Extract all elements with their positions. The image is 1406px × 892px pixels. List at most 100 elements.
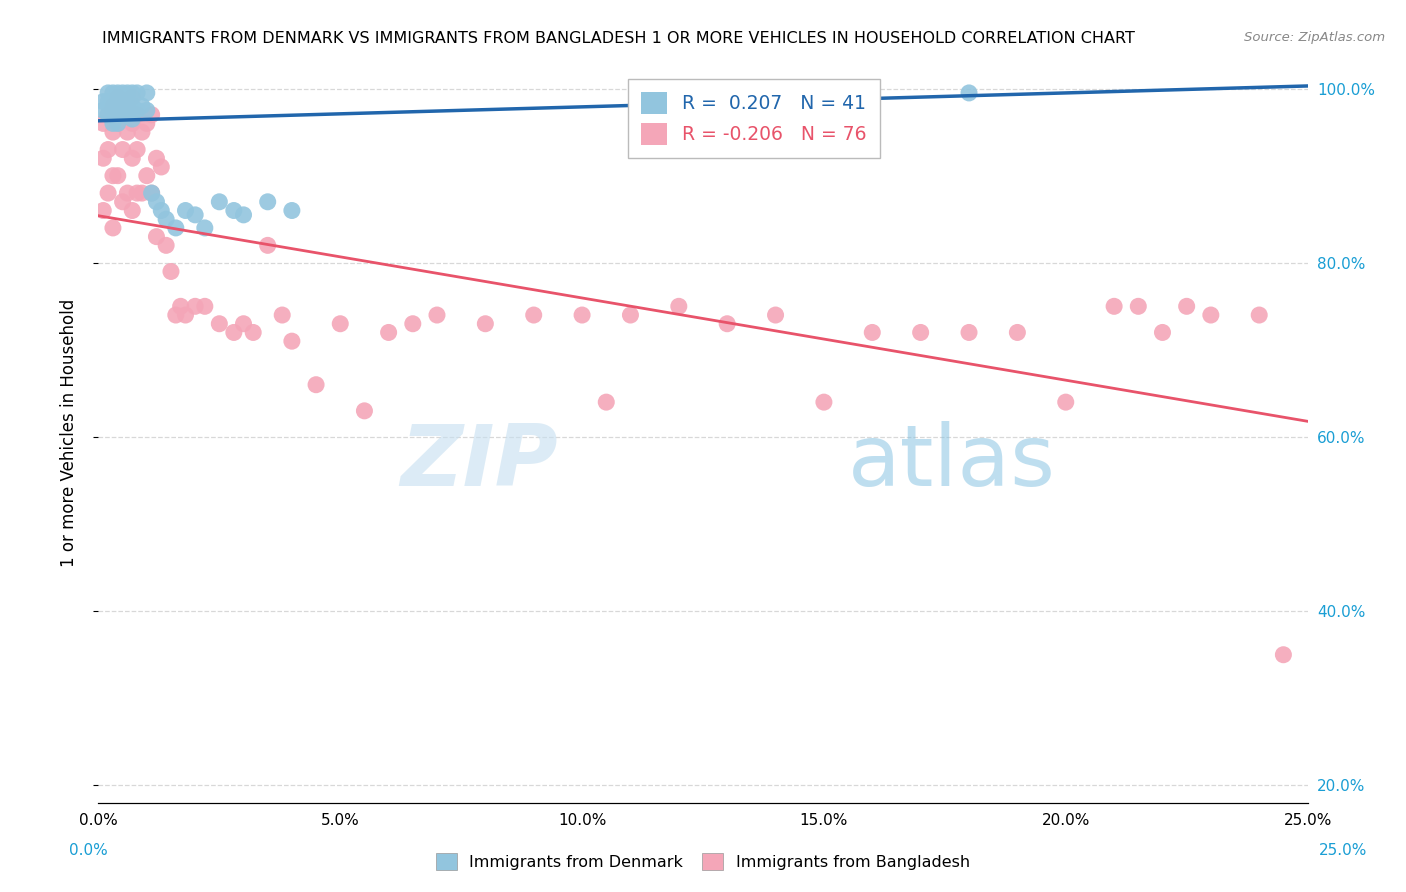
Point xyxy=(1152,326,1174,340)
Point xyxy=(1007,326,1029,340)
Point xyxy=(160,264,183,278)
Point xyxy=(97,186,120,200)
Point xyxy=(121,203,143,218)
Point xyxy=(474,317,496,331)
Point xyxy=(860,326,883,340)
Point xyxy=(329,317,352,331)
Point xyxy=(91,116,114,130)
Point xyxy=(619,308,641,322)
Point xyxy=(402,317,425,331)
Y-axis label: 1 or more Vehicles in Household: 1 or more Vehicles in Household xyxy=(59,299,77,566)
Point xyxy=(194,299,217,313)
Point xyxy=(107,169,129,183)
Point xyxy=(127,186,149,200)
Point xyxy=(111,143,134,157)
Point xyxy=(145,194,167,209)
Point xyxy=(121,99,143,113)
Point xyxy=(117,99,139,113)
Point xyxy=(135,116,157,130)
Point xyxy=(127,108,149,122)
Point xyxy=(91,151,114,165)
Point xyxy=(91,103,114,118)
Point xyxy=(111,95,134,109)
Point xyxy=(111,108,134,122)
Point xyxy=(957,86,980,100)
Point xyxy=(1272,648,1295,662)
Point xyxy=(101,99,124,113)
Point xyxy=(169,299,191,313)
Point xyxy=(141,186,163,200)
Point xyxy=(111,108,134,122)
Point xyxy=(121,112,143,126)
Point xyxy=(111,194,134,209)
Point xyxy=(957,326,980,340)
Point xyxy=(101,103,124,118)
Legend: Immigrants from Denmark, Immigrants from Bangladesh: Immigrants from Denmark, Immigrants from… xyxy=(429,847,977,877)
Point xyxy=(135,86,157,100)
Point xyxy=(165,308,187,322)
Point xyxy=(194,221,217,235)
Point xyxy=(232,208,254,222)
Point xyxy=(150,203,173,218)
Point xyxy=(242,326,264,340)
Point xyxy=(121,116,143,130)
Point xyxy=(256,194,278,209)
Point xyxy=(97,95,120,109)
Text: 0.0%: 0.0% xyxy=(69,843,108,857)
Point xyxy=(174,308,197,322)
Point xyxy=(127,143,149,157)
Point xyxy=(377,326,399,340)
Point xyxy=(97,86,120,100)
Point xyxy=(910,326,932,340)
Point xyxy=(1249,308,1271,322)
Point xyxy=(571,308,593,322)
Point xyxy=(1102,299,1125,313)
Point xyxy=(101,86,124,100)
Point xyxy=(121,86,143,100)
Point xyxy=(131,99,153,113)
Point xyxy=(523,308,546,322)
Point xyxy=(141,108,163,122)
Point xyxy=(595,395,617,409)
Point xyxy=(150,160,173,174)
Point xyxy=(165,221,187,235)
Point xyxy=(107,116,129,130)
Point xyxy=(184,299,207,313)
Point xyxy=(222,326,245,340)
Point xyxy=(101,116,124,130)
Point xyxy=(117,99,139,113)
Point xyxy=(668,299,690,313)
Point xyxy=(716,317,738,331)
Point xyxy=(101,125,124,139)
Point xyxy=(107,90,129,104)
Text: Source: ZipAtlas.com: Source: ZipAtlas.com xyxy=(1244,31,1385,45)
Point xyxy=(121,151,143,165)
Point xyxy=(174,203,197,218)
Point xyxy=(1128,299,1150,313)
Point xyxy=(222,203,245,218)
Point xyxy=(121,90,143,104)
Point xyxy=(135,169,157,183)
Point xyxy=(155,212,177,227)
Point xyxy=(111,86,134,100)
Point xyxy=(117,108,139,122)
Point xyxy=(1175,299,1198,313)
Point xyxy=(101,221,124,235)
Point xyxy=(135,103,157,118)
Point xyxy=(91,95,114,109)
Point xyxy=(813,395,835,409)
Point xyxy=(107,86,129,100)
Point xyxy=(97,143,120,157)
Point xyxy=(91,203,114,218)
Point xyxy=(145,229,167,244)
Point xyxy=(117,186,139,200)
Point xyxy=(117,125,139,139)
Point xyxy=(1054,395,1077,409)
Text: ZIP: ZIP xyxy=(401,421,558,504)
Point xyxy=(155,238,177,252)
Point xyxy=(131,125,153,139)
Text: IMMIGRANTS FROM DENMARK VS IMMIGRANTS FROM BANGLADESH 1 OR MORE VEHICLES IN HOUS: IMMIGRANTS FROM DENMARK VS IMMIGRANTS FR… xyxy=(103,31,1135,46)
Point xyxy=(281,203,304,218)
Point xyxy=(1199,308,1222,322)
Point xyxy=(107,95,129,109)
